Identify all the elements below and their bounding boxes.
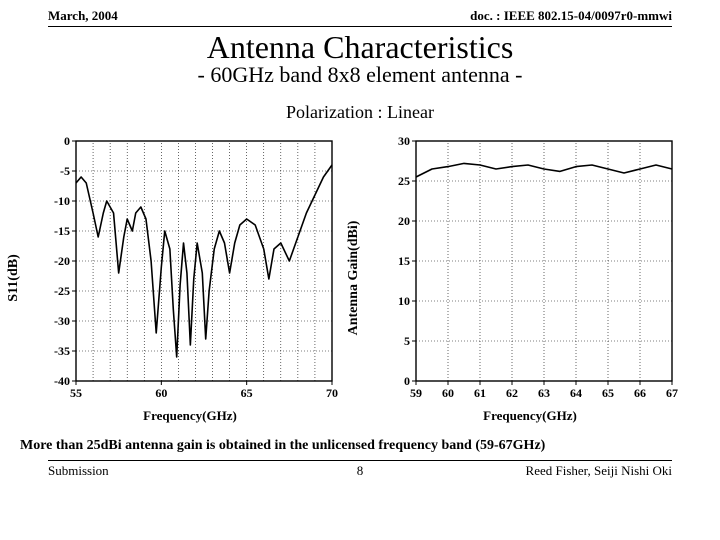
svg-text:59: 59 <box>410 386 422 400</box>
svg-text:60: 60 <box>155 386 167 400</box>
footer-right: Reed Fisher, Seiji Nishi Oki <box>526 463 672 479</box>
s11-chart: S11(dB) 0-5-10-15-20-25-30-35-4055606570… <box>40 131 340 424</box>
svg-text:60: 60 <box>442 386 454 400</box>
page-subtitle: - 60GHz band 8x8 element antenna - <box>0 62 720 88</box>
svg-text:15: 15 <box>398 254 410 268</box>
svg-text:63: 63 <box>538 386 550 400</box>
page-title: Antenna Characteristics <box>0 29 720 66</box>
conclusion-text: More than 25dBi antenna gain is obtained… <box>20 438 700 454</box>
svg-text:25: 25 <box>398 174 410 188</box>
svg-text:10: 10 <box>398 294 410 308</box>
s11-xlabel: Frequency(GHz) <box>40 408 340 424</box>
s11-ylabel: S11(dB) <box>6 254 22 301</box>
gain-plot: 051015202530596061626364656667 <box>380 131 680 401</box>
header-rule <box>48 26 672 27</box>
svg-text:5: 5 <box>404 334 410 348</box>
svg-text:20: 20 <box>398 214 410 228</box>
svg-text:-20: -20 <box>54 254 70 268</box>
header-date: March, 2004 <box>48 8 118 24</box>
svg-text:-35: -35 <box>54 344 70 358</box>
svg-text:65: 65 <box>241 386 253 400</box>
gain-xlabel: Frequency(GHz) <box>380 408 680 424</box>
footer-page-number: 8 <box>357 463 364 479</box>
svg-text:55: 55 <box>70 386 82 400</box>
svg-text:0: 0 <box>64 134 70 148</box>
s11-plot: 0 -5 -10 -15 -20 -25 -30 -35 -4055 60 65 70 <box>40 131 340 401</box>
svg-text:-25: -25 <box>54 284 70 298</box>
footer-left: Submission <box>48 463 109 479</box>
svg-text:-40: -40 <box>54 374 70 388</box>
svg-text:62: 62 <box>506 386 518 400</box>
gain-ylabel: Antenna Gain(dBi) <box>346 220 362 335</box>
svg-text:65: 65 <box>602 386 614 400</box>
svg-text:64: 64 <box>570 386 582 400</box>
polarization-text: Polarization : Linear <box>0 102 720 123</box>
svg-text:-5: -5 <box>60 164 70 178</box>
svg-text:-15: -15 <box>54 224 70 238</box>
svg-text:66: 66 <box>634 386 646 400</box>
svg-text:-10: -10 <box>54 194 70 208</box>
svg-text:67: 67 <box>666 386 678 400</box>
svg-text:-30: -30 <box>54 314 70 328</box>
header-docref: doc. : IEEE 802.15-04/0097r0-mmwi <box>470 8 672 24</box>
svg-text:61: 61 <box>474 386 486 400</box>
gain-chart: Antenna Gain(dBi) 0510152025305960616263… <box>380 131 680 424</box>
svg-text:70: 70 <box>326 386 338 400</box>
svg-text:30: 30 <box>398 134 410 148</box>
